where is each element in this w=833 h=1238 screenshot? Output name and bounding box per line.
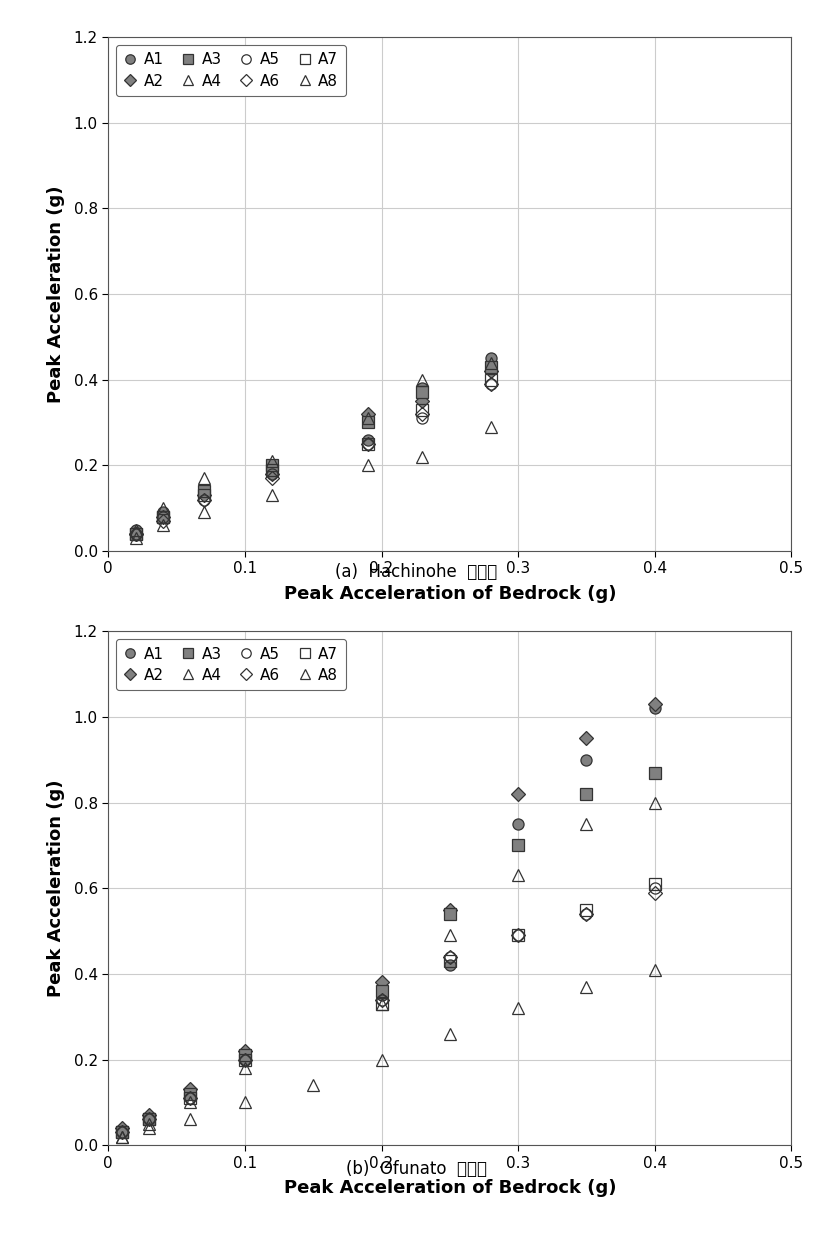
Text: (a)  Hachinohe  지진파: (a) Hachinohe 지진파 (336, 563, 497, 582)
Y-axis label: Peak Acceleration (g): Peak Acceleration (g) (47, 186, 65, 402)
Legend: A1, A2, A3, A4, A5, A6, A7, A8: A1, A2, A3, A4, A5, A6, A7, A8 (116, 45, 346, 97)
X-axis label: Peak Acceleration of Bedrock (g): Peak Acceleration of Bedrock (g) (283, 584, 616, 603)
X-axis label: Peak Acceleration of Bedrock (g): Peak Acceleration of Bedrock (g) (283, 1179, 616, 1197)
Legend: A1, A2, A3, A4, A5, A6, A7, A8: A1, A2, A3, A4, A5, A6, A7, A8 (116, 639, 346, 691)
Y-axis label: Peak Acceleration (g): Peak Acceleration (g) (47, 780, 65, 997)
Text: (b)  Ofunato  지진파: (b) Ofunato 지진파 (346, 1160, 487, 1179)
